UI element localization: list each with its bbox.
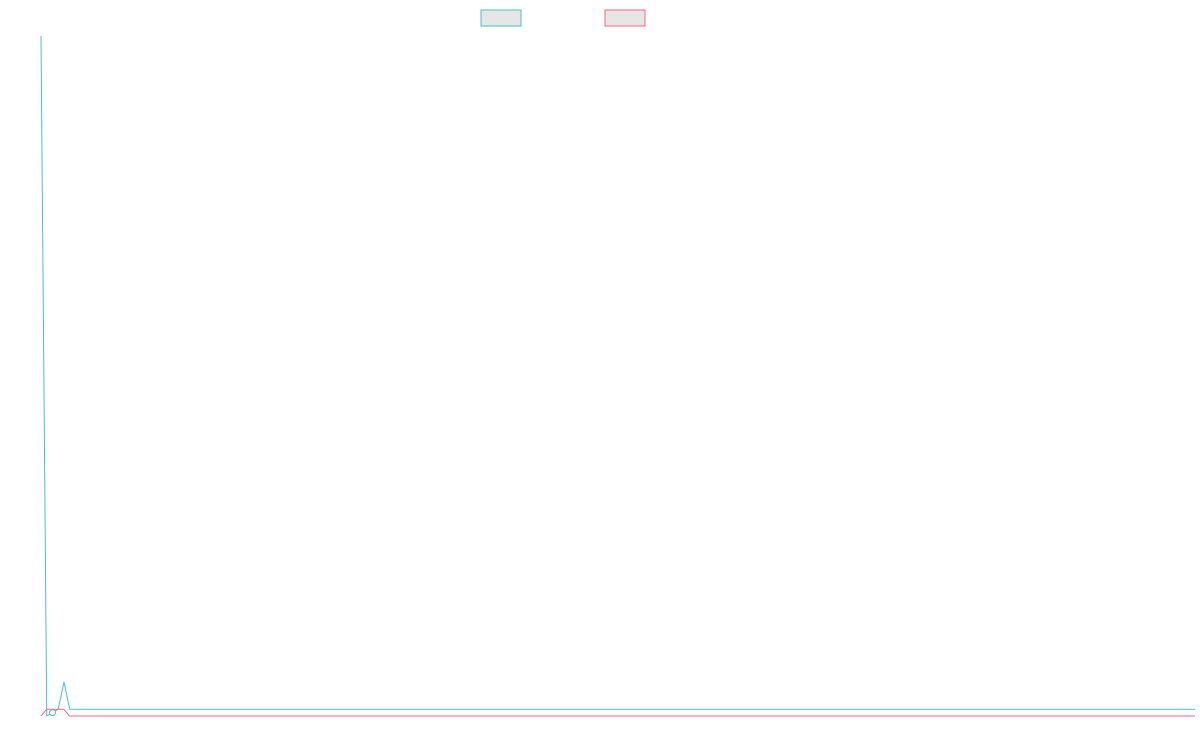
- plot-area: [40, 35, 1195, 717]
- legend-swatch-1[interactable]: [480, 9, 522, 27]
- series-point-1[interactable]: [48, 709, 56, 717]
- series-line-1: [40, 35, 1195, 717]
- series-line-2: [40, 708, 1195, 717]
- legend-swatch-2[interactable]: [604, 9, 646, 27]
- chart-legend[interactable]: [480, 9, 646, 27]
